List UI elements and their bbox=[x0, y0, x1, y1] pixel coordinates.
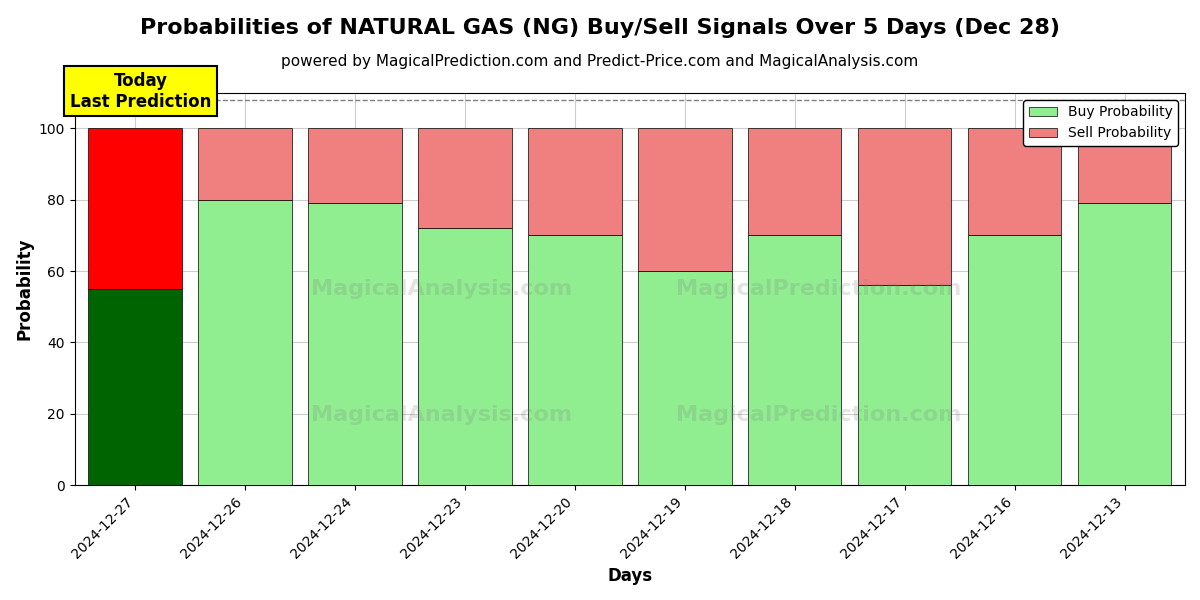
Bar bbox=[748, 235, 841, 485]
Bar bbox=[638, 271, 732, 485]
Bar bbox=[968, 128, 1061, 235]
Bar bbox=[308, 128, 402, 203]
Bar bbox=[1078, 203, 1171, 485]
Bar bbox=[968, 235, 1061, 485]
Legend: Buy Probability, Sell Probability: Buy Probability, Sell Probability bbox=[1024, 100, 1178, 146]
Bar bbox=[308, 203, 402, 485]
Bar bbox=[528, 235, 622, 485]
Bar bbox=[198, 200, 292, 485]
X-axis label: Days: Days bbox=[607, 567, 653, 585]
Text: powered by MagicalPrediction.com and Predict-Price.com and MagicalAnalysis.com: powered by MagicalPrediction.com and Pre… bbox=[281, 54, 919, 69]
Text: MagicalAnalysis.com: MagicalAnalysis.com bbox=[311, 279, 571, 299]
Bar bbox=[419, 229, 511, 485]
Bar bbox=[858, 128, 952, 286]
Bar bbox=[89, 128, 182, 289]
Text: MagicalPrediction.com: MagicalPrediction.com bbox=[676, 404, 961, 425]
Text: Today
Last Prediction: Today Last Prediction bbox=[70, 72, 211, 110]
Text: Probabilities of NATURAL GAS (NG) Buy/Sell Signals Over 5 Days (Dec 28): Probabilities of NATURAL GAS (NG) Buy/Se… bbox=[140, 18, 1060, 38]
Y-axis label: Probability: Probability bbox=[16, 238, 34, 340]
Bar bbox=[858, 286, 952, 485]
Bar bbox=[638, 128, 732, 271]
Bar bbox=[89, 289, 182, 485]
Bar bbox=[198, 128, 292, 200]
Text: MagicalAnalysis.com: MagicalAnalysis.com bbox=[311, 404, 571, 425]
Bar bbox=[419, 128, 511, 229]
Text: MagicalPrediction.com: MagicalPrediction.com bbox=[676, 279, 961, 299]
Bar bbox=[748, 128, 841, 235]
Bar bbox=[1078, 128, 1171, 203]
Bar bbox=[528, 128, 622, 235]
